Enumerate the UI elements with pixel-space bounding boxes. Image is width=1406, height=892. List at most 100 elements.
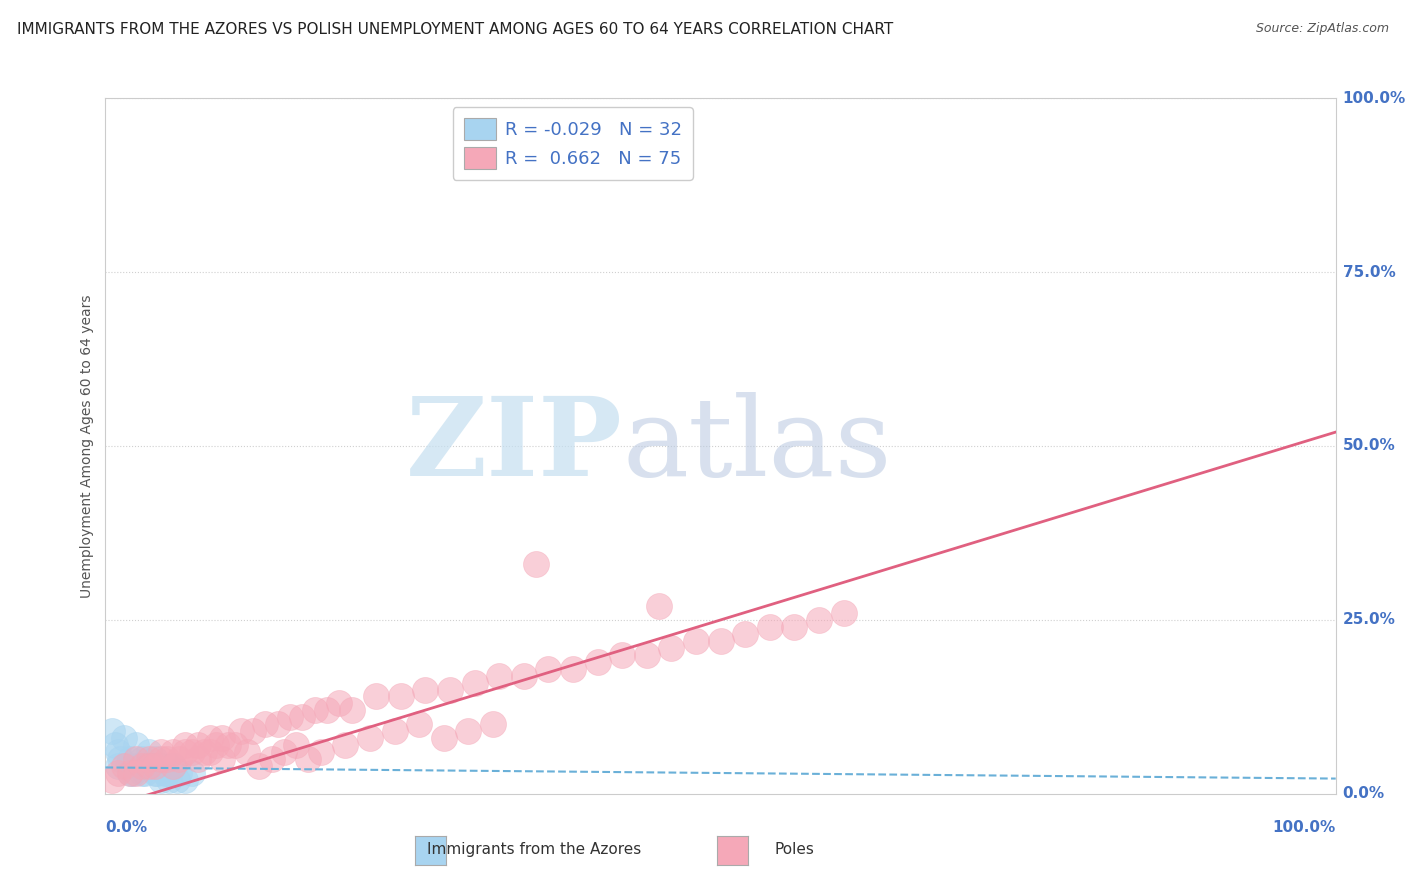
Point — [273, 745, 295, 759]
Point — [134, 766, 156, 780]
Point — [198, 731, 221, 746]
Point — [807, 613, 830, 627]
Point — [120, 766, 141, 780]
Point — [141, 759, 163, 773]
Point — [224, 738, 246, 752]
Point — [169, 766, 191, 780]
Point — [125, 766, 148, 780]
Point — [297, 752, 319, 766]
Point — [610, 648, 633, 662]
Point — [125, 738, 148, 752]
Point — [149, 772, 172, 787]
Point — [562, 662, 585, 676]
Point — [661, 640, 683, 655]
Point — [169, 752, 191, 766]
Point — [187, 752, 209, 766]
Point — [162, 759, 184, 773]
Point — [138, 752, 160, 766]
Point — [260, 752, 283, 766]
Point — [205, 738, 228, 752]
Point — [482, 717, 505, 731]
Point — [254, 717, 277, 731]
Point — [236, 745, 259, 759]
Point — [315, 703, 337, 717]
Point — [636, 648, 658, 662]
Point — [138, 759, 160, 773]
Point — [193, 745, 215, 759]
Point — [129, 759, 152, 773]
Point — [685, 633, 707, 648]
Point — [159, 772, 180, 787]
Point — [759, 620, 782, 634]
Point — [143, 759, 166, 773]
Point — [304, 703, 326, 717]
Text: 75.0%: 75.0% — [1343, 265, 1396, 279]
Legend: R = -0.029   N = 32, R =  0.662   N = 75: R = -0.029 N = 32, R = 0.662 N = 75 — [453, 107, 693, 180]
Text: 0.0%: 0.0% — [1343, 787, 1385, 801]
Point — [174, 745, 197, 759]
Point — [100, 772, 122, 787]
Text: 100.0%: 100.0% — [1343, 91, 1406, 105]
Point — [107, 745, 129, 759]
Point — [149, 752, 172, 766]
Point — [439, 682, 461, 697]
Point — [389, 690, 412, 704]
Point — [143, 752, 166, 766]
Point — [229, 724, 252, 739]
Point — [180, 766, 202, 780]
Point — [125, 759, 148, 773]
Point — [187, 738, 209, 752]
Point — [125, 752, 148, 766]
Point — [309, 745, 332, 759]
Point — [366, 690, 388, 704]
Point — [211, 731, 233, 746]
Text: IMMIGRANTS FROM THE AZORES VS POLISH UNEMPLOYMENT AMONG AGES 60 TO 64 YEARS CORR: IMMIGRANTS FROM THE AZORES VS POLISH UNE… — [17, 22, 893, 37]
Point — [112, 731, 135, 746]
Point — [107, 759, 129, 773]
Point — [166, 772, 188, 787]
Point — [162, 745, 184, 759]
Point — [174, 738, 197, 752]
Point — [156, 752, 179, 766]
Text: Immigrants from the Azores: Immigrants from the Azores — [427, 842, 641, 856]
Point — [146, 766, 169, 780]
Point — [174, 772, 197, 787]
Point — [648, 599, 671, 613]
Point — [112, 759, 135, 773]
Point — [359, 731, 381, 746]
Point — [433, 731, 456, 746]
Text: Poles: Poles — [775, 842, 814, 856]
Point — [120, 752, 141, 766]
Point — [488, 668, 510, 682]
Point — [162, 759, 184, 773]
Point — [408, 717, 430, 731]
Y-axis label: Unemployment Among Ages 60 to 64 years: Unemployment Among Ages 60 to 64 years — [80, 294, 94, 598]
Point — [211, 752, 233, 766]
Point — [153, 766, 176, 780]
Point — [198, 745, 221, 759]
Point — [156, 766, 179, 780]
Point — [524, 558, 547, 572]
Point — [143, 766, 166, 780]
Text: atlas: atlas — [621, 392, 891, 500]
Point — [117, 759, 139, 773]
Point — [138, 759, 160, 773]
Point — [100, 724, 122, 739]
Point — [131, 752, 153, 766]
Point — [180, 745, 202, 759]
Point — [586, 655, 609, 669]
Text: 0.0%: 0.0% — [105, 821, 148, 835]
Point — [107, 766, 129, 780]
Text: 100.0%: 100.0% — [1272, 821, 1336, 835]
Point — [104, 738, 127, 752]
Point — [384, 724, 406, 739]
Point — [267, 717, 290, 731]
Point — [131, 759, 153, 773]
Point — [218, 738, 240, 752]
Text: 50.0%: 50.0% — [1343, 439, 1396, 453]
Point — [734, 627, 756, 641]
Point — [242, 724, 264, 739]
Point — [340, 703, 363, 717]
Text: 25.0%: 25.0% — [1343, 613, 1396, 627]
Point — [513, 668, 536, 682]
